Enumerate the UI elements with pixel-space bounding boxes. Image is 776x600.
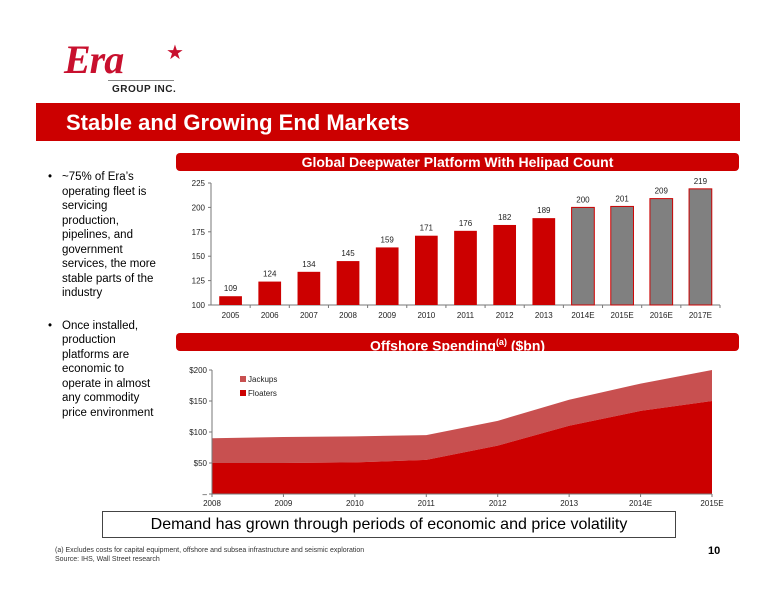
bar — [414, 235, 438, 305]
bar-value-label: 189 — [537, 206, 551, 215]
area-x-tick-label: 2015E — [700, 499, 723, 508]
bar — [532, 218, 556, 305]
bar — [375, 247, 399, 305]
bar-value-label: 209 — [655, 187, 669, 196]
area-y-tick-label: $50 — [194, 459, 208, 468]
logo-divider — [108, 80, 174, 81]
bar-x-tick-label: 2015E — [611, 311, 634, 320]
footnote-a: (a) Excludes costs for capital equipment… — [55, 547, 365, 554]
area-x-tick-label: 2013 — [560, 499, 578, 508]
bar-y-tick-label: 175 — [192, 228, 206, 237]
page-title: Stable and Growing End Markets — [66, 110, 410, 135]
area-y-tick-label: $150 — [189, 397, 207, 406]
bar-value-label: 159 — [381, 235, 395, 244]
bar-value-label: 219 — [694, 177, 708, 186]
bullet-item: ~75% of Era’s operating fleet is servici… — [48, 170, 166, 301]
area-x-tick-label: 2009 — [275, 499, 293, 508]
area-y-tick-label: $200 — [189, 366, 207, 375]
area-x-tick-label: 2014E — [629, 499, 652, 508]
logo-subtitle: GROUP INC. — [112, 84, 177, 95]
area-x-tick-label: 2012 — [489, 499, 507, 508]
bar-x-tick-label: 2017E — [689, 311, 712, 320]
bar-chart: 100 125 150 175 200 225 109 2005 124 2006 134 2007 1… — [192, 177, 721, 320]
area-x-tick-label: 2010 — [346, 499, 364, 508]
area-y-tick-label: $100 — [189, 428, 207, 437]
area-chart-header: Offshore Spending(a) ($bn) — [176, 333, 739, 354]
bar-value-label: 171 — [420, 224, 434, 233]
bar-x-tick-label: 2008 — [339, 311, 357, 320]
bar-y-tick-label: 200 — [192, 203, 206, 212]
bullet-item: Once installed, production platforms are… — [48, 319, 166, 421]
area-chart-title: Offshore Spending — [369, 337, 496, 354]
legend-swatch — [240, 390, 246, 396]
bar-x-tick-label: 2006 — [261, 311, 279, 320]
bar — [610, 205, 634, 306]
bar-x-tick-label: 2016E — [650, 311, 673, 320]
bar — [258, 281, 282, 305]
bar-x-tick-label: 2007 — [300, 311, 318, 320]
bar-value-label: 176 — [459, 219, 473, 228]
bar-value-label: 109 — [224, 284, 238, 293]
bar-value-label: 200 — [576, 195, 590, 204]
bar-chart-header: Global Deepwater Platform With Helipad C… — [176, 153, 739, 171]
bar — [297, 271, 321, 305]
bar — [454, 230, 477, 305]
logo-wordmark: Era — [64, 37, 124, 82]
area-chart: – $50 $100 $150 $200 2008 2009 2010 2011 2012 2013… — [189, 366, 723, 508]
bar-x-tick-label: 2012 — [496, 311, 514, 320]
bar-x-tick-label: 2013 — [535, 311, 553, 320]
bar-x-tick-label: 2011 — [457, 311, 475, 320]
bar-x-tick-label: 2009 — [378, 311, 396, 320]
bar-value-label: 182 — [498, 213, 512, 222]
area-x-tick-label: 2011 — [418, 499, 436, 508]
bar-value-label: 145 — [341, 249, 355, 258]
title-bar: Stable and Growing End Markets — [36, 103, 740, 141]
page-number: 10 — [708, 545, 721, 557]
area-y-tick-label: – — [203, 490, 208, 499]
era-logo: Era ★ GROUP INC. — [60, 37, 190, 96]
bar-value-label: 201 — [615, 194, 629, 203]
footnotes: (a) Excludes costs for capital equipment… — [55, 546, 364, 564]
legend-label: Floaters — [248, 389, 277, 398]
bar — [219, 296, 242, 305]
bullet-list: ~75% of Era’s operating fleet is servici… — [48, 170, 166, 438]
area-x-tick-label: 2008 — [203, 499, 221, 508]
bar-y-tick-label: 125 — [192, 277, 206, 286]
bar — [688, 188, 713, 306]
area-chart-unit: ($bn) — [510, 337, 546, 354]
bar-y-tick-label: 225 — [192, 179, 206, 188]
legend-swatch — [240, 376, 246, 382]
footnote-source: Source: IHS, Wall Street research — [55, 556, 160, 563]
bar-x-tick-label: 2014E — [571, 311, 594, 320]
bar — [649, 198, 674, 306]
callout-box: Demand has grown through periods of econ… — [102, 511, 676, 538]
bar-value-label: 124 — [263, 270, 277, 279]
bar-x-tick-label: 2010 — [417, 311, 435, 320]
bar — [571, 206, 595, 306]
bar-value-label: 134 — [302, 260, 316, 269]
area-chart-title-sup: (a) — [495, 337, 507, 347]
bar — [336, 261, 360, 305]
bar — [493, 224, 517, 305]
star-icon: ★ — [166, 42, 184, 64]
jackups-area — [212, 370, 712, 463]
bar-y-tick-label: 150 — [192, 252, 206, 261]
floaters-area — [212, 401, 712, 494]
legend-label: Jackups — [248, 375, 277, 384]
bar-y-tick-label: 100 — [192, 301, 206, 310]
bar-x-tick-label: 2005 — [222, 311, 240, 320]
